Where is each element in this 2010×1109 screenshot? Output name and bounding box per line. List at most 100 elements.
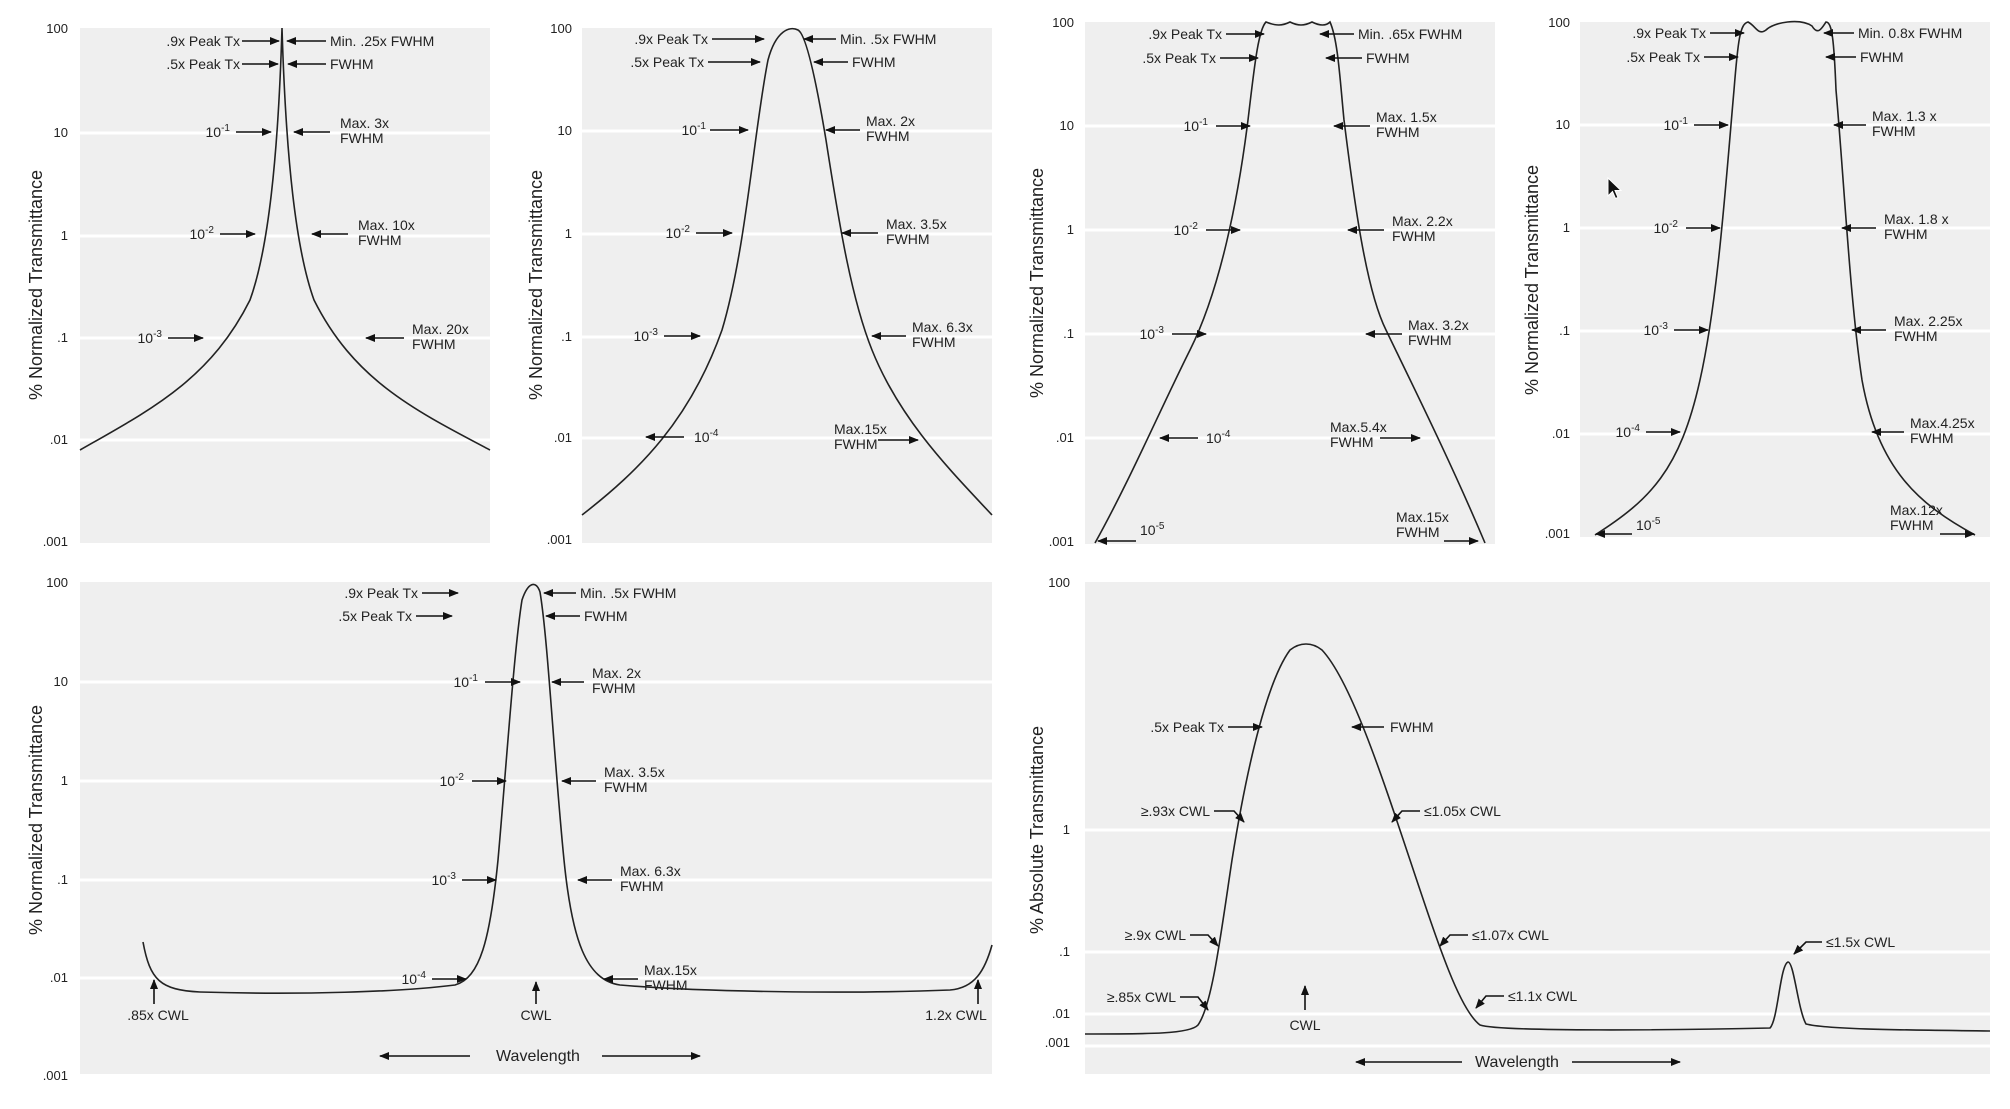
annotation-label: 10-3	[1644, 321, 1669, 338]
y-tick: 1	[61, 773, 68, 788]
annotation-label: Max. 2.2x FWHM	[1392, 213, 1453, 244]
y-tick: 100	[46, 575, 68, 590]
annotation-label: Max. 1.8 x FWHM	[1884, 211, 1949, 242]
annotation-label: Min. .5x FWHM	[580, 585, 676, 601]
y-tick: 10	[54, 674, 68, 689]
y-tick: 1	[565, 226, 572, 241]
annotation-label: FWHM	[1860, 49, 1904, 65]
annotation-label: Max.12x FWHM	[1890, 502, 1943, 533]
annotation-label: .9x Peak Tx	[166, 33, 240, 49]
annotation-label: .5x Peak Tx	[166, 56, 240, 72]
annotation-label: Max. 3.5x FWHM	[886, 216, 947, 247]
transmission-curve	[142, 583, 993, 994]
annotation-label: FWHM	[1390, 719, 1434, 735]
y-tick: 10	[1060, 118, 1074, 133]
annotation-label: Min. .65x FWHM	[1358, 26, 1462, 42]
y-tick: .01	[50, 432, 68, 447]
y-tick: 1	[1067, 222, 1074, 237]
plot-area	[80, 28, 490, 543]
y-tick: 10	[1556, 117, 1570, 132]
annotation-label: Max. 2x FWHM	[592, 665, 641, 696]
y-tick: 1	[1063, 822, 1070, 837]
annotation-label: 10-3	[432, 871, 457, 888]
annotation-label: 10-4	[1616, 423, 1641, 440]
annotation-label: Max.4.25x FWHM	[1910, 415, 1975, 446]
annotation-label: ≥.93x CWL	[1141, 803, 1210, 819]
annotation-label: 10-4	[1206, 429, 1231, 446]
annotation-label: 10-1	[1184, 117, 1209, 134]
annotation-label: 10-1	[454, 673, 479, 690]
y-tick: .1	[57, 872, 68, 887]
annotation-label: ≤1.07x CWL	[1472, 927, 1549, 943]
y-tick: 1	[1563, 220, 1570, 235]
y-axis-label: % Normalized Transmittance	[1522, 165, 1542, 395]
annotation-label: Max.15x FWHM	[644, 962, 697, 993]
annotation-label: Max. 6.3x FWHM	[620, 863, 681, 894]
plot-area	[582, 28, 992, 543]
annotation-label: Max.5.4x FWHM	[1330, 419, 1387, 450]
y-axis-label: % Normalized Transmittance	[526, 170, 546, 400]
transmission-curve	[581, 27, 993, 516]
annotation-label: 10-1	[206, 123, 231, 140]
annotation-label: Max.15x FWHM	[1396, 509, 1449, 540]
annotation-label: 10-5	[1140, 521, 1165, 538]
cwl-marker-label: CWL	[1289, 1017, 1320, 1033]
annotation-label: .5x Peak Tx	[1150, 719, 1224, 735]
annotation-label: ≤1.1x CWL	[1508, 988, 1577, 1004]
annotation-label: 10-2	[190, 225, 215, 242]
panel-5: 100 10 1 .1 .01 .001 % Normalized Transm…	[26, 575, 993, 1083]
panel-6: 100 1 .1 .01 .001 % Absolute Transmittan…	[1027, 575, 1991, 1074]
transmission-curve	[1084, 643, 1991, 1035]
y-axis-label: % Normalized Transmittance	[26, 170, 46, 400]
annotation-label: .9x Peak Tx	[634, 31, 708, 47]
annotation-label: Max. 20x FWHM	[412, 321, 469, 352]
annotation-label: .9x Peak Tx	[344, 585, 418, 601]
y-tick: 100	[1548, 15, 1570, 30]
y-tick: .1	[561, 329, 572, 344]
y-tick: 10	[558, 123, 572, 138]
panel-4: 100 10 1 .1 .01 .001 % Normalized Transm…	[1522, 15, 1990, 541]
cwl-marker-label: .85x CWL	[127, 1007, 189, 1023]
annotation-label: Max. 3.2x FWHM	[1408, 317, 1469, 348]
y-tick: .1	[1559, 323, 1570, 338]
y-tick: .01	[554, 430, 572, 445]
annotation-label: 10-3	[1140, 325, 1165, 342]
y-tick: .01	[1056, 430, 1074, 445]
panel-2: 100 10 1 .1 .01 .001 % Normalized Transm…	[526, 21, 993, 547]
y-axis-label: % Normalized Transmittance	[1027, 168, 1047, 398]
y-tick: .01	[1552, 426, 1570, 441]
annotation-label: .5x Peak Tx	[338, 608, 412, 624]
transmission-curve	[1094, 20, 1486, 544]
annotation-label: FWHM	[852, 54, 896, 70]
y-tick: .001	[547, 532, 572, 547]
panel-3: 100 10 1 .1 .01 .001 % Normalized Transm…	[1027, 15, 1495, 549]
y-axis-label: % Normalized Transmittance	[26, 705, 46, 935]
annotation-label: Max. 1.3 x FWHM	[1872, 108, 1937, 139]
annotation-label: Max. 1.5x FWHM	[1376, 109, 1437, 140]
y-tick: .001	[1045, 1035, 1070, 1050]
annotation-label: Min. .25x FWHM	[330, 33, 434, 49]
y-tick: .001	[43, 534, 68, 549]
y-tick: 100	[46, 21, 68, 36]
annotation-label: ≤1.5x CWL	[1826, 934, 1895, 950]
annotation-label: 10-4	[402, 970, 427, 987]
y-tick: 100	[1048, 575, 1070, 590]
y-tick: .001	[1545, 526, 1570, 541]
y-tick: .01	[1052, 1006, 1070, 1021]
cwl-marker-label: 1.2x CWL	[925, 1007, 987, 1023]
annotation-label: Max. 2x FWHM	[866, 113, 915, 144]
plot-area	[1085, 582, 1990, 1074]
transmission-curve	[1594, 20, 1976, 536]
annotation-label: FWHM	[1366, 50, 1410, 66]
annotation-label: ≥.9x CWL	[1125, 927, 1187, 943]
cwl-marker-label: CWL	[520, 1007, 551, 1023]
annotation-label: 10-3	[138, 329, 163, 346]
y-tick: 1	[61, 228, 68, 243]
annotation-label: Min. 0.8x FWHM	[1858, 25, 1962, 41]
panel-1: 100 10 1 .1 .01 .001 % Normalized Transm…	[26, 21, 491, 549]
annotation-label: 10-5	[1636, 516, 1661, 533]
annotation-label: 10-2	[440, 772, 465, 789]
annotation-label: 10-4	[694, 428, 719, 445]
y-tick: .001	[43, 1068, 68, 1083]
